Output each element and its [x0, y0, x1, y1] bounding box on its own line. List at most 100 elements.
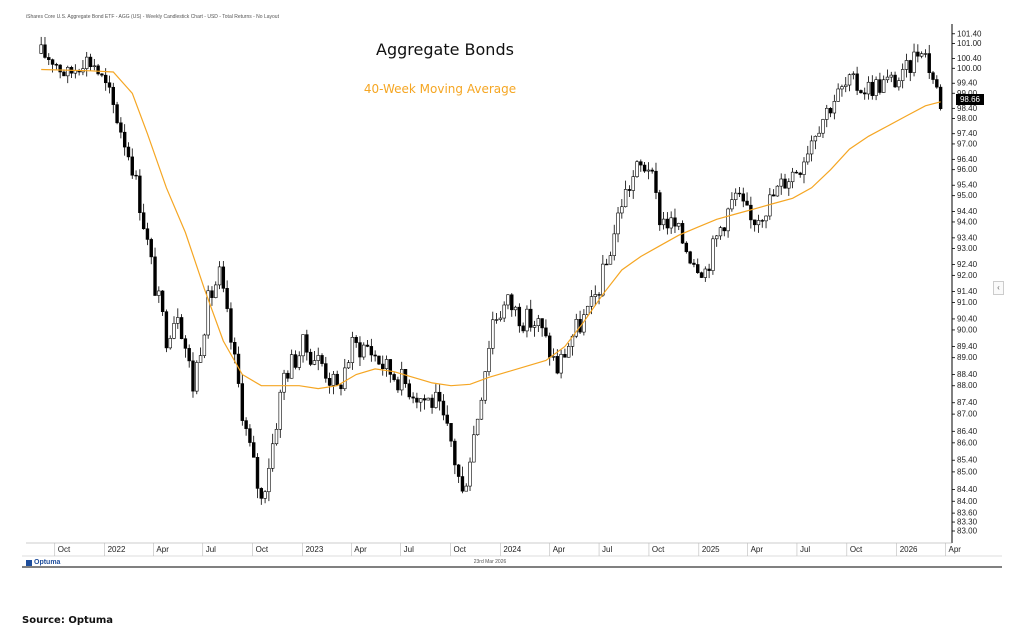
candle [377, 355, 381, 365]
candle [483, 371, 487, 404]
candle [297, 351, 301, 371]
candle-body [66, 67, 70, 77]
candle [661, 212, 666, 230]
candle [604, 258, 609, 266]
candle [874, 76, 878, 101]
candle [631, 170, 635, 199]
y-tick-label: 100.00 [957, 64, 982, 73]
candle-body [737, 192, 742, 195]
candle [696, 258, 700, 274]
candle [938, 84, 943, 111]
candle-body [168, 338, 172, 349]
candle [517, 303, 522, 333]
y-tick-label: 99.40 [957, 79, 978, 88]
candle [286, 370, 290, 382]
candle [157, 286, 161, 303]
candle-body [631, 176, 635, 191]
candle [354, 335, 358, 348]
candle-body [430, 397, 434, 408]
candle-body [468, 461, 472, 487]
x-tick-label: Oct [652, 545, 665, 554]
candle-body [316, 355, 320, 361]
collapse-panel-icon[interactable]: ‹ [993, 281, 1004, 295]
candle [58, 64, 62, 79]
candle [88, 53, 93, 71]
candle [532, 320, 537, 337]
y-tick-label: 93.40 [957, 233, 978, 242]
candle-body [472, 434, 476, 463]
candle [195, 360, 199, 395]
candle [305, 329, 309, 361]
candle-body [836, 88, 840, 102]
candle-body [96, 65, 100, 75]
candle-body [460, 476, 465, 492]
candle-body [365, 344, 370, 347]
candle [179, 314, 184, 340]
candle [904, 53, 909, 78]
candle-body [544, 327, 548, 337]
candle-body [449, 423, 453, 442]
candle [441, 394, 446, 421]
candle [119, 117, 123, 139]
candle [529, 299, 533, 332]
candle [608, 251, 613, 265]
candle-body [411, 396, 415, 399]
candle [601, 254, 605, 297]
y-tick-label: 89.40 [957, 342, 978, 351]
candle-body [881, 79, 886, 93]
candle [828, 107, 833, 118]
candle [825, 104, 829, 128]
candle-body [100, 73, 104, 76]
candle [111, 82, 115, 114]
candle-body [601, 263, 605, 296]
candle-body [240, 383, 245, 421]
candle [513, 305, 518, 317]
candle-body [335, 373, 339, 386]
candle [365, 340, 370, 348]
candle-body [88, 56, 93, 68]
candle-body [889, 74, 893, 78]
candle-body [210, 290, 214, 298]
candle-body [164, 311, 169, 349]
candle-body [726, 208, 730, 232]
chart-title: Aggregate Bonds [376, 40, 514, 59]
x-tick-label: 2024 [503, 545, 521, 554]
candle [346, 359, 351, 369]
candle-body [308, 351, 313, 365]
candle [900, 63, 905, 89]
candle [578, 310, 582, 334]
candle [252, 435, 256, 458]
candle [187, 344, 191, 368]
candle-body [764, 215, 768, 222]
candle-body [331, 373, 336, 386]
candle [718, 225, 723, 240]
candle [844, 77, 848, 93]
candle [293, 350, 298, 370]
candle [521, 322, 525, 334]
candle-body [900, 69, 905, 81]
candle-body [897, 80, 901, 88]
candle-body [741, 193, 745, 202]
candle-body [654, 170, 658, 193]
candle-body [107, 82, 112, 88]
candle-body [517, 306, 522, 327]
y-tick-label: 101.40 [957, 29, 982, 38]
candle [259, 487, 263, 505]
candle-body [426, 397, 430, 401]
candle-body [350, 337, 355, 363]
candle [677, 222, 681, 231]
last-value-badge: 98.66 [956, 94, 984, 105]
candle-body [47, 57, 51, 60]
candle [339, 384, 343, 396]
candle-body [396, 379, 400, 391]
candle-body [813, 135, 818, 142]
candle-body [851, 73, 856, 76]
candle-body [566, 346, 571, 358]
candle [574, 313, 578, 339]
y-tick-label: 83.60 [957, 509, 978, 518]
candle [244, 417, 248, 436]
candle-body [722, 227, 726, 232]
candle [783, 173, 787, 189]
candle-body [400, 368, 404, 391]
candle-body [847, 74, 852, 86]
